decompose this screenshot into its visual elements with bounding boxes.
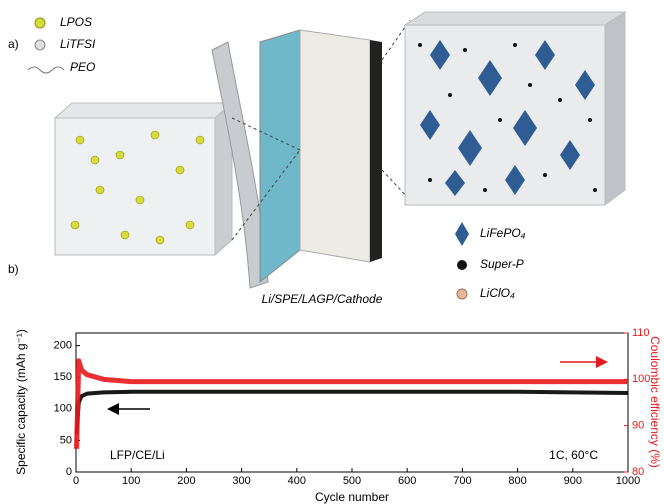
x-tick-label: 600 <box>398 475 416 487</box>
x-tick-label: 200 <box>177 475 195 487</box>
y-tick-label: 200 <box>54 340 72 352</box>
data-line <box>77 392 628 434</box>
legend-symbol <box>35 40 45 50</box>
legend-symbol <box>457 289 467 299</box>
x-tick-label: 400 <box>288 475 306 487</box>
spe-layer <box>260 30 300 282</box>
legend-label: PEO <box>70 60 95 74</box>
legend-label: LiClO₄ <box>480 286 515 300</box>
x-tick-label: 700 <box>453 475 471 487</box>
legend-symbol <box>28 67 64 73</box>
legend-label: LiFePO₄ <box>480 226 526 240</box>
x-axis-label: Cycle number <box>315 490 389 504</box>
y-tick-label: 150 <box>54 371 72 383</box>
x-tick-label: 900 <box>564 475 582 487</box>
y2-tick-label: 80 <box>632 466 644 478</box>
lagp-layer <box>300 30 370 262</box>
x-tick-label: 0 <box>73 475 79 487</box>
y2-axis-label: Coulombic efficiency (%) <box>648 336 662 468</box>
y-tick-label: 50 <box>60 434 72 446</box>
panel-label: b) <box>8 262 19 276</box>
cube-top <box>405 12 625 25</box>
y-axis-label: Specific capacity (mAh g⁻¹) <box>14 329 28 475</box>
cell-label: Li/SPE/LAGP/Cathode <box>262 292 383 306</box>
figure: a) b) LPOS LiTFSI PEO LiFePO₄ Super-P Li… <box>0 0 664 504</box>
x-tick-label: 800 <box>508 475 526 487</box>
schematic <box>28 12 625 299</box>
annotation: 1C, 60°C <box>549 448 598 462</box>
x-tick-label: 100 <box>122 475 140 487</box>
legend-label: LiTFSI <box>60 37 96 51</box>
legend-symbol <box>457 260 467 270</box>
legend-symbol <box>455 222 469 246</box>
y2-tick-label: 90 <box>632 420 644 432</box>
y2-tick-label: 110 <box>632 327 650 339</box>
x-tick-label: 300 <box>232 475 250 487</box>
y-tick-label: 0 <box>66 466 72 478</box>
cathode-layer <box>370 40 382 262</box>
x-tick-label: 500 <box>343 475 361 487</box>
legend-label: Super-P <box>480 257 524 271</box>
legend-symbol <box>35 18 45 28</box>
annotation: LFP/CE/Li <box>110 448 165 462</box>
panel-label: a) <box>8 37 19 51</box>
y2-tick-label: 100 <box>632 373 650 385</box>
cube-side <box>605 12 625 205</box>
data-line <box>77 361 628 449</box>
cube-top <box>55 103 232 118</box>
y-tick-label: 100 <box>54 403 72 415</box>
legend-label: LPOS <box>60 15 92 29</box>
